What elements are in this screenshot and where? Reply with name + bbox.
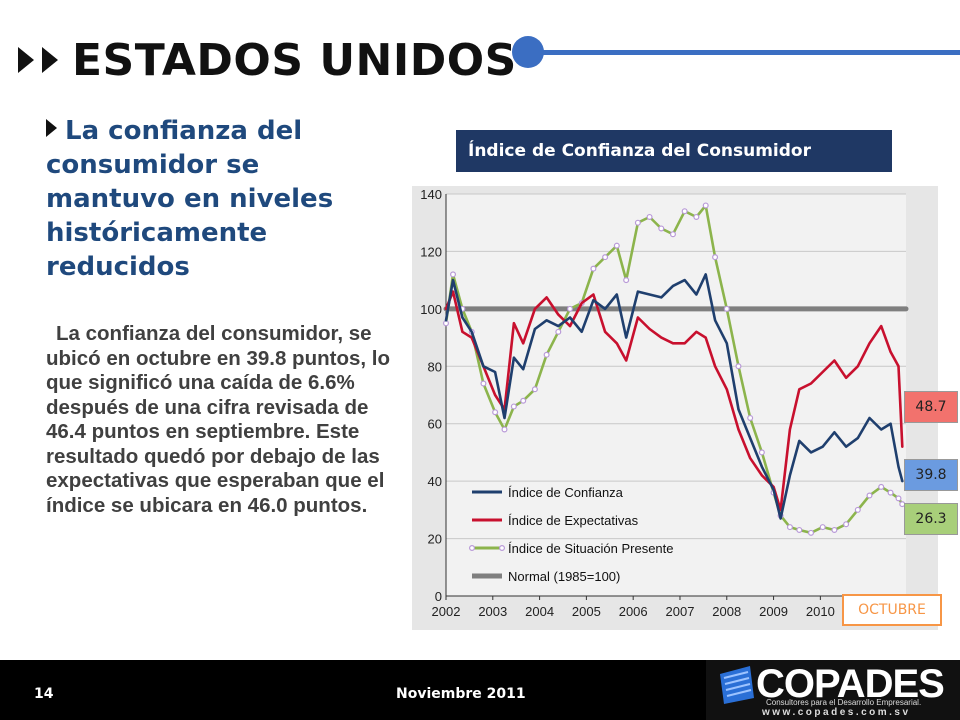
x-tick-label: 2006: [619, 604, 648, 619]
subheading: La confianza del consumidor se mantuvo e…: [46, 116, 334, 282]
series-line-2: [444, 290, 904, 512]
subheading-block: La confianza del consumidor se mantuvo e…: [46, 114, 386, 284]
series-point: [796, 526, 803, 533]
situacion-value-tag: 26.3: [904, 503, 958, 535]
logo-name: COPADES: [756, 662, 945, 706]
legend-label: Normal (1985=100): [508, 569, 620, 584]
series-point: [819, 524, 826, 531]
title-divider-line: [526, 50, 960, 55]
x-tick-label: 2010: [806, 604, 835, 619]
series-point: [602, 254, 609, 261]
chevron-icon: [18, 47, 34, 73]
title-row: ESTADOS UNIDOS: [18, 30, 517, 90]
footer-date: Noviembre 2011: [396, 686, 526, 702]
page-number: 14: [34, 686, 54, 702]
series-point: [758, 449, 765, 456]
bullet-chevron-icon: [46, 119, 57, 137]
x-tick-label: 2005: [572, 604, 601, 619]
series-point: [712, 254, 719, 261]
series-point: [531, 386, 538, 393]
series-point: [693, 213, 700, 220]
expectativas-value-tag: 48.7: [904, 391, 958, 423]
y-tick-label: 140: [420, 187, 442, 202]
legend-label: Índice de Confianza: [508, 485, 624, 500]
x-tick-label: 2009: [759, 604, 788, 619]
series-point: [543, 351, 550, 358]
plot-background: [446, 194, 906, 596]
legend-marker: [498, 545, 505, 552]
series-point: [843, 521, 850, 528]
series-point: [681, 208, 688, 215]
chart-header: Índice de Confianza del Consumidor: [456, 130, 892, 172]
y-tick-label: 0: [435, 589, 442, 604]
series-point: [492, 409, 499, 416]
legend-label: Índice de Expectativas: [508, 513, 639, 528]
y-tick-label: 20: [428, 532, 442, 547]
series-point: [723, 305, 730, 312]
series-point: [866, 492, 873, 499]
logo-tagline: Consultores para el Desarrollo Empresari…: [766, 698, 922, 707]
y-tick-label: 120: [420, 244, 442, 259]
series-point: [702, 202, 709, 209]
series-point: [831, 526, 838, 533]
body-paragraph: La confianza del consumidor, se ubicó en…: [46, 322, 390, 517]
series-point: [735, 363, 742, 370]
legend-label: Índice de Situación Presente: [508, 541, 674, 556]
legend-marker: [468, 545, 475, 552]
series-point: [623, 277, 630, 284]
logo-website: www.copades.com.sv: [762, 707, 911, 718]
series-point: [646, 213, 653, 220]
chart-legend: Índice de Confianza Índice de Expectativa…: [468, 485, 674, 584]
series-point: [658, 225, 665, 232]
series-point: [747, 414, 754, 421]
series-point: [590, 265, 597, 272]
series-point: [786, 524, 793, 531]
month-tag: OCTUBRE: [842, 594, 942, 626]
series-point: [878, 483, 885, 490]
chevron-icon-2: [42, 47, 58, 73]
chart-axes: 0 20 40 60 80 100 120 140 2002 2003 2004 2005 2006 20…: [420, 187, 906, 619]
series-point: [567, 305, 574, 312]
series-point: [634, 219, 641, 226]
x-tick-label: 2007: [666, 604, 695, 619]
series-point: [480, 380, 487, 387]
title-divider-dot: [512, 36, 544, 68]
series-point: [854, 506, 861, 513]
series-line-1: [444, 273, 904, 520]
logo-mark-icon: [720, 666, 754, 704]
series-point: [613, 242, 620, 249]
series-point: [520, 397, 527, 404]
chart-series: [443, 202, 909, 536]
x-tick-label: 2008: [712, 604, 741, 619]
page-title: ESTADOS UNIDOS: [72, 34, 517, 86]
y-tick-label: 60: [428, 417, 442, 432]
x-tick-label: 2003: [478, 604, 507, 619]
series-point: [501, 426, 508, 433]
series-point: [895, 495, 902, 502]
series-point: [510, 403, 517, 410]
series-point: [555, 328, 562, 335]
copades-logo: COPADES Consultores para el Desarrollo E…: [706, 660, 960, 720]
series-point: [669, 231, 676, 238]
consumer-confidence-chart: 0 20 40 60 80 100 120 140 2002 2003 2004 2005 2006 20…: [420, 187, 909, 619]
y-tick-label: 40: [428, 474, 442, 489]
x-tick-label: 2002: [432, 604, 461, 619]
y-tick-label: 100: [420, 302, 442, 317]
y-tick-label: 80: [428, 359, 442, 374]
series-point: [808, 529, 815, 536]
confianza-value-tag: 39.8: [904, 459, 958, 491]
series-point: [887, 489, 894, 496]
x-tick-label: 2004: [525, 604, 554, 619]
series-point: [450, 271, 457, 278]
chart-area: 0 20 40 60 80 100 120 140 2002 2003 2004 2005 2006 20…: [412, 186, 938, 630]
